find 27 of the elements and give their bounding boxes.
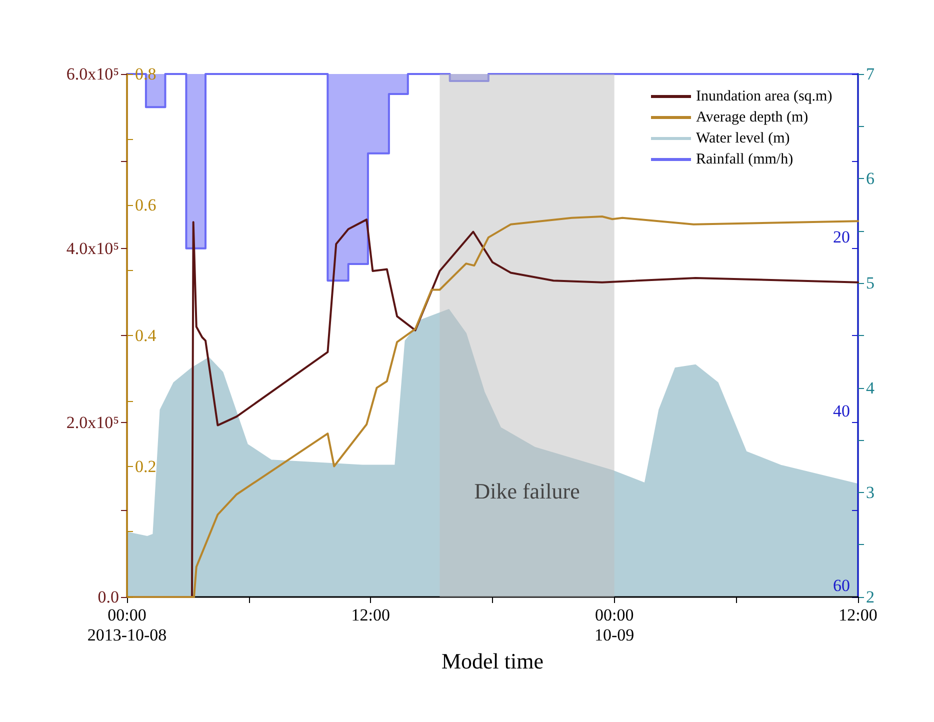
y-tick-label: 3 (866, 482, 874, 502)
y-tick-label: 6.0x10⁵ (66, 64, 120, 84)
legend-label: Average depth (m) (696, 110, 808, 126)
y2-tick-label: 20 (833, 227, 850, 246)
y-tick-label: 6 (866, 169, 874, 188)
legend-label: Rainfall (mm/h) (696, 152, 794, 168)
y-tick-label: 4 (866, 378, 875, 398)
legend-label: Inundation area (sq.m) (696, 88, 832, 104)
y-tick-label: 5 (866, 274, 874, 293)
x-tick-label: 12:00 (351, 606, 390, 624)
y2-tick-label: 0.4 (135, 326, 157, 345)
y-tick-label: 2 (866, 588, 874, 606)
x-tick-label: 12:00 (838, 606, 878, 624)
y2-tick-label: 0.2 (135, 456, 156, 476)
x-tick-label: 00:00 2013-10-08 (87, 606, 167, 644)
y2-tick-label: 0.6 (135, 195, 156, 214)
y-tick-label: 2.0x10⁵ (66, 413, 120, 432)
y-tick-label: 4.0x10⁵ (66, 238, 120, 258)
y-tick-label: 7 (866, 64, 875, 84)
x-axis-title: Model time (441, 648, 544, 674)
y2-tick-label: 40 (833, 402, 850, 421)
legend-label: Water level (m) (696, 130, 790, 146)
y2-tick-label: 0.8 (135, 64, 156, 84)
x-tick-label: 00:00 10-09 (594, 606, 634, 644)
y2-tick-label: 60 (833, 576, 850, 595)
y-tick-label: 0.0 (98, 588, 119, 606)
band-label: Dike failure (474, 478, 580, 504)
